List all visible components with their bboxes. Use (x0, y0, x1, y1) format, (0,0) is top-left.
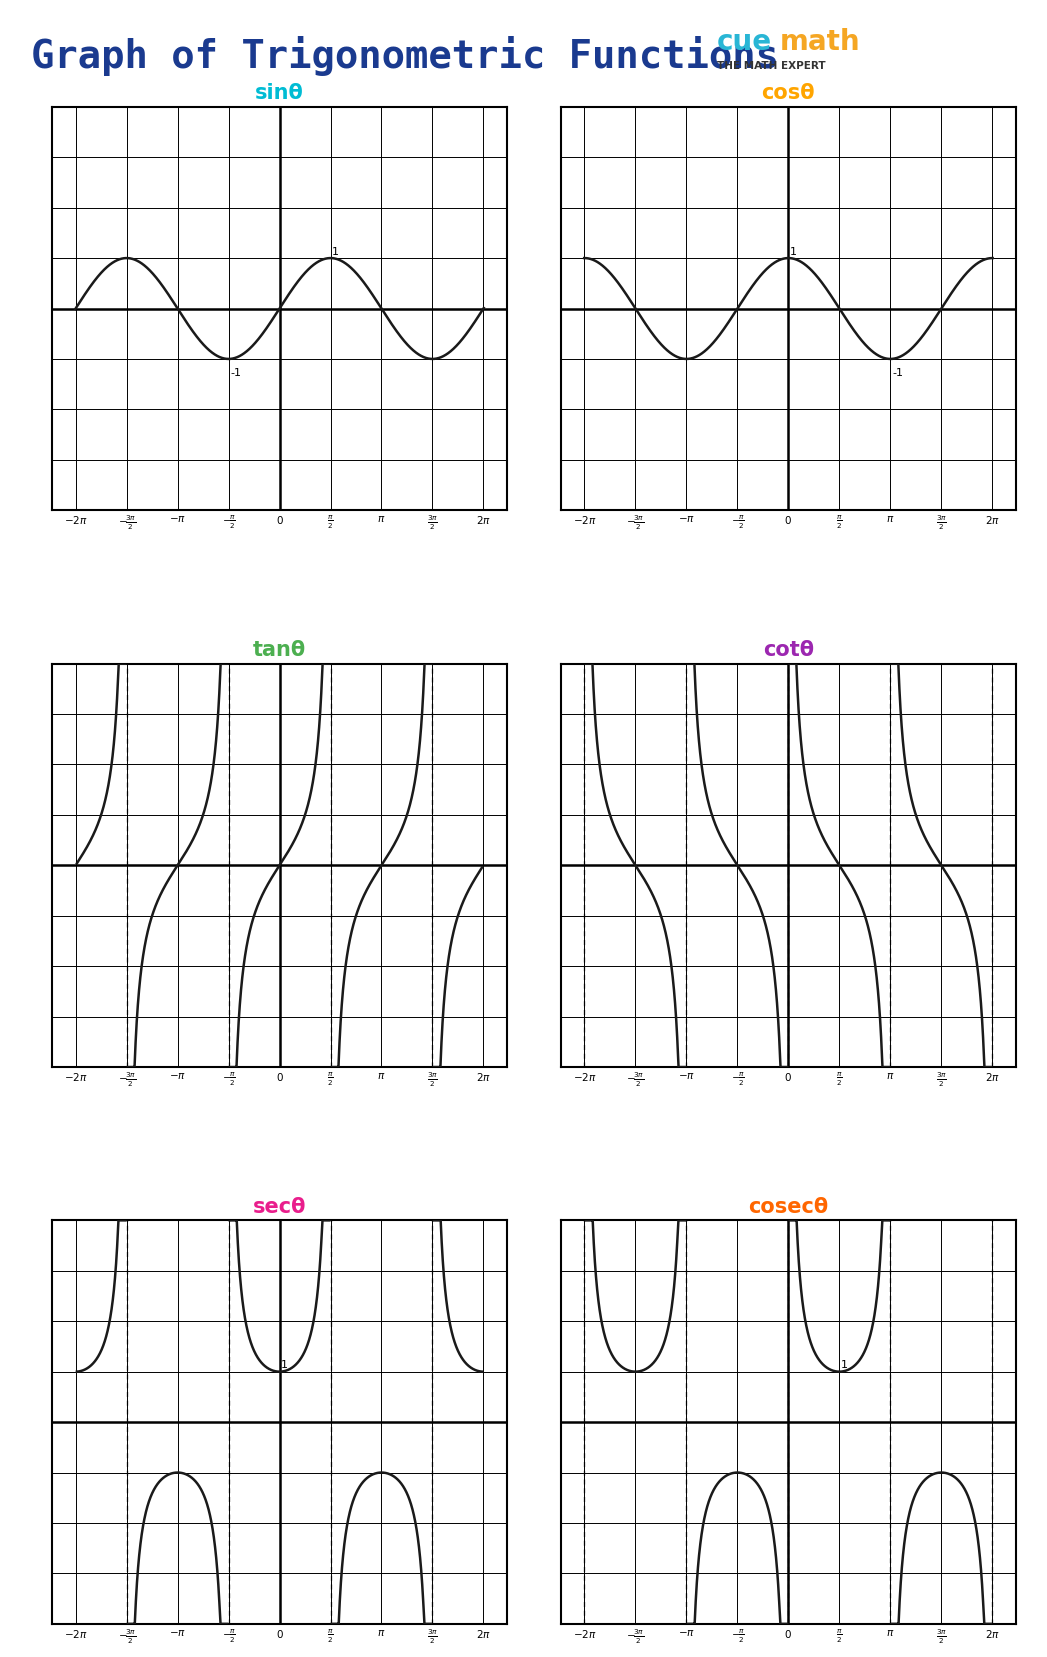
Text: cue: cue (717, 28, 773, 56)
Text: 1: 1 (841, 1359, 848, 1369)
Text: 1: 1 (282, 1359, 288, 1369)
Text: 1: 1 (332, 247, 339, 257)
Title: cotθ: cotθ (763, 640, 814, 659)
Title: cosecθ: cosecθ (749, 1196, 828, 1216)
Title: cosθ: cosθ (761, 83, 816, 103)
Text: 1: 1 (790, 247, 797, 257)
Title: sinθ: sinθ (255, 83, 304, 103)
Title: tanθ: tanθ (253, 640, 306, 659)
Text: Graph of Trigonometric Functions: Graph of Trigonometric Functions (31, 36, 779, 76)
Text: -1: -1 (230, 368, 241, 378)
Text: math: math (780, 28, 861, 56)
Text: THE MATH EXPERT: THE MATH EXPERT (717, 61, 826, 71)
Text: -1: -1 (892, 368, 903, 378)
Title: secθ: secθ (252, 1196, 307, 1216)
